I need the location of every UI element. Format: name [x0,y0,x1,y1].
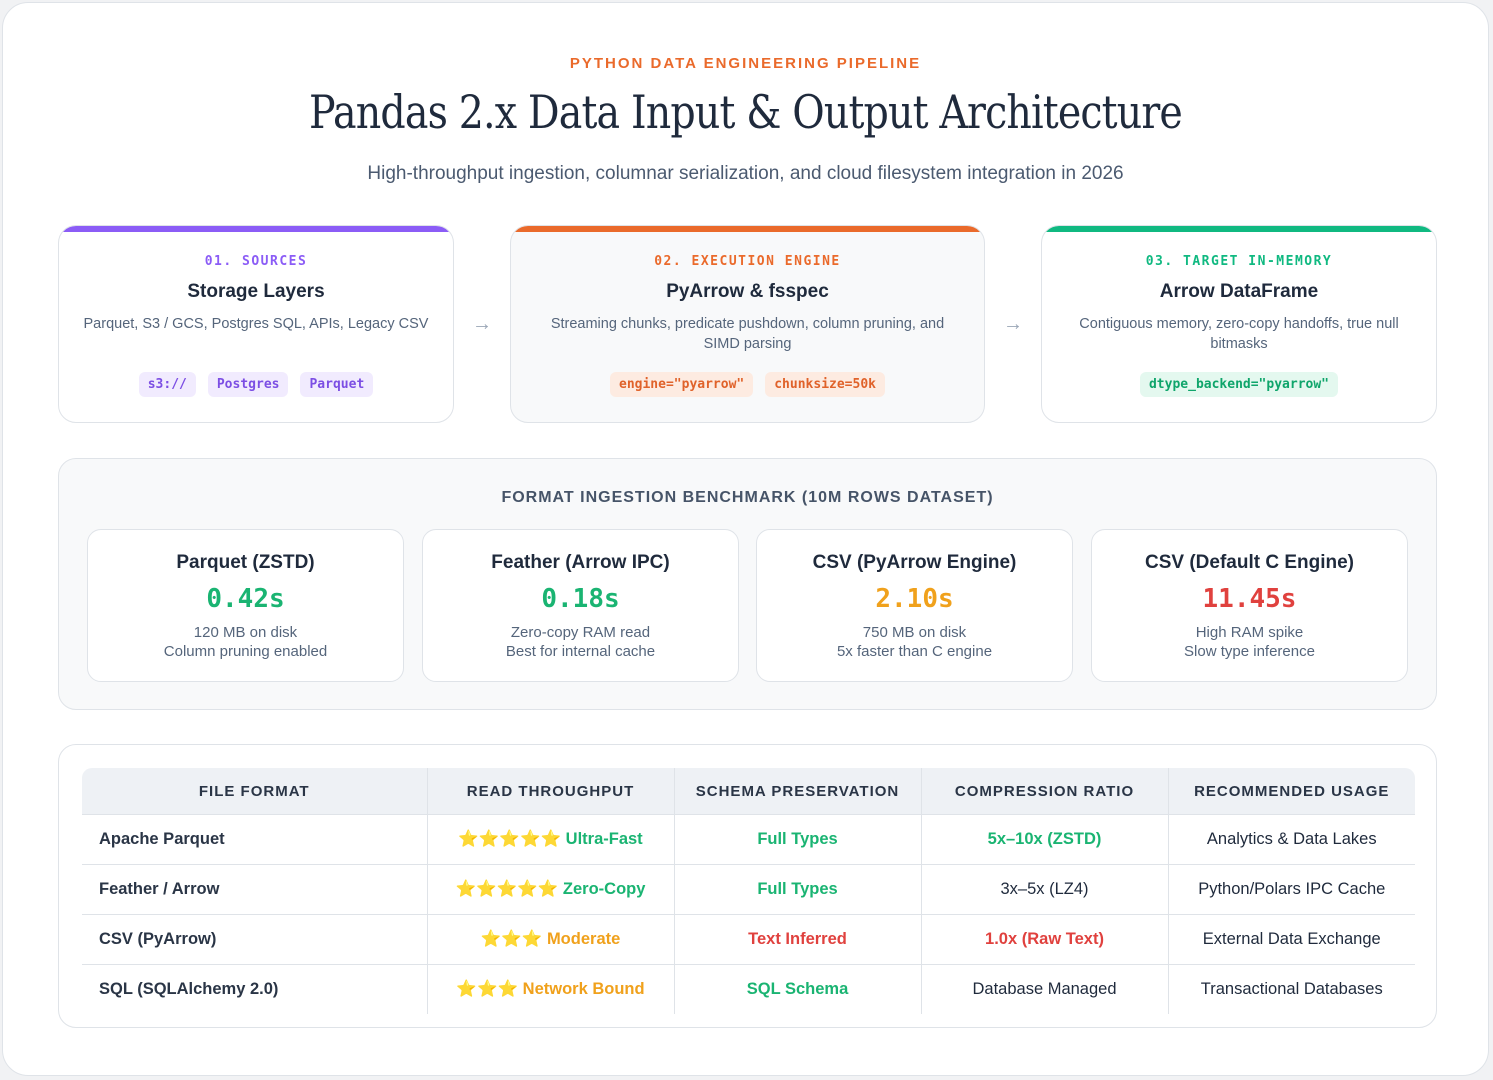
benchmark-note: 120 MB on disk [193,624,298,641]
stage-title: PyArrow & fsspec [666,281,829,302]
chip-postgres: Postgres [207,372,289,397]
star-rating-icon: ⭐⭐⭐⭐⭐ [455,880,559,898]
compression-cell: 5x–10x (ZSTD) [921,814,1169,865]
benchmark-panel: FORMAT INGESTION BENCHMARK (10M ROWS DAT… [58,458,1437,710]
page-subtitle: High-throughput ingestion, columnar seri… [367,163,1124,184]
benchmark-card-csv-c-engine: CSV (Default C Engine) 11.45s High RAM s… [1091,529,1408,682]
eyebrow-label: PYTHON DATA ENGINEERING PIPELINE [569,55,922,72]
chip-engine: engine="pyarrow" [610,372,754,397]
table-row: Feather / Arrow ⭐⭐⭐⭐⭐ Zero-Copy Full Typ… [82,864,1415,915]
column-header: RECOMMENDED USAGE [1168,768,1415,815]
benchmark-format-name: Feather (Arrow IPC) [491,552,670,573]
benchmark-card-feather: Feather (Arrow IPC) 0.18s Zero-copy RAM … [422,529,739,682]
flow-arrow-icon: → [1003,313,1023,335]
throughput-label: Ultra-Fast [565,830,643,848]
stage-chips: dtype_backend="pyarrow" [1042,372,1436,397]
stage-step-label: 03. TARGET IN-MEMORY [1145,254,1333,269]
benchmark-time-value: 0.42s [206,584,285,614]
benchmark-note: Slow type inference [1184,643,1315,660]
schema-cell: Full Types [674,864,922,915]
format-cell: SQL (SQLAlchemy 2.0) [82,964,428,1014]
schema-cell: Text Inferred [674,914,922,965]
benchmark-format-name: Parquet (ZSTD) [176,552,315,573]
stage-title: Storage Layers [187,281,325,302]
stage-description: Streaming chunks, predicate pushdown, co… [550,316,945,352]
chip-s3: s3:// [138,372,196,397]
chip-chunksize: chunksize=50k [765,372,885,397]
benchmark-format-name: CSV (PyArrow Engine) [812,552,1017,573]
stage-step-label: 02. EXECUTION ENGINE [654,254,841,269]
table-row: CSV (PyArrow) ⭐⭐⭐ Moderate Text Inferred… [82,914,1415,965]
benchmark-time-value: 11.45s [1202,584,1297,614]
throughput-label: Zero-Copy [562,880,646,898]
benchmark-note: 750 MB on disk [862,624,967,641]
page-title: Pandas 2.x Data Input & Output Architect… [309,85,1183,139]
schema-cell: Full Types [674,814,922,865]
throughput-label: Moderate [546,930,621,948]
benchmark-format-name: CSV (Default C Engine) [1144,552,1354,573]
throughput-cell: ⭐⭐⭐ Network Bound [427,964,675,1014]
column-header: FILE FORMAT [82,768,428,815]
chip-parquet: Parquet [300,372,374,397]
comparison-table: FILE FORMAT READ THROUGHPUT SCHEMA PRESE… [82,768,1415,1014]
compression-cell: 1.0x (Raw Text) [921,914,1169,965]
flow-arrow-icon: → [472,313,492,335]
stage-accent-bar [511,226,984,232]
throughput-cell: ⭐⭐⭐⭐⭐ Zero-Copy [427,864,675,915]
benchmark-time-value: 2.10s [875,584,954,614]
stage-description: Contiguous memory, zero-copy handoffs, t… [1079,316,1399,352]
format-cell: CSV (PyArrow) [82,914,428,965]
stage-accent-bar [59,226,453,232]
usage-cell: Analytics & Data Lakes [1168,814,1415,865]
comparison-table-card: FILE FORMAT READ THROUGHPUT SCHEMA PRESE… [58,744,1437,1028]
throughput-cell: ⭐⭐⭐⭐⭐ Ultra-Fast [427,814,675,865]
benchmark-note: Best for internal cache [505,643,656,660]
table-header-row: FILE FORMAT READ THROUGHPUT SCHEMA PRESE… [82,768,1415,815]
benchmark-note: 5x faster than C engine [836,643,993,660]
compression-cell: 3x–5x (LZ4) [921,864,1169,915]
chip-dtype-backend: dtype_backend="pyarrow" [1139,372,1338,397]
format-cell: Apache Parquet [82,814,428,865]
star-rating-icon: ⭐⭐⭐ [480,930,543,948]
benchmark-card-parquet: Parquet (ZSTD) 0.42s 120 MB on disk Colu… [87,529,404,682]
benchmark-time-value: 0.18s [541,584,620,614]
benchmark-note: High RAM spike [1195,624,1304,641]
stage-sources: 01. SOURCES Storage Layers Parquet, S3 /… [58,225,454,423]
column-header: READ THROUGHPUT [427,768,675,815]
star-rating-icon: ⭐⭐⭐ [456,980,519,998]
stage-step-label: 01. SOURCES [204,254,308,269]
star-rating-icon: ⭐⭐⭐⭐⭐ [458,830,562,848]
stage-chips: s3:// Postgres Parquet [59,372,453,397]
stage-target: 03. TARGET IN-MEMORY Arrow DataFrame Con… [1041,225,1437,423]
table-row: SQL (SQLAlchemy 2.0) ⭐⭐⭐ Network Bound S… [82,964,1415,1014]
stage-chips: engine="pyarrow" chunksize=50k [511,372,984,397]
throughput-cell: ⭐⭐⭐ Moderate [427,914,675,965]
table-row: Apache Parquet ⭐⭐⭐⭐⭐ Ultra-Fast Full Typ… [82,814,1415,865]
usage-cell: Transactional Databases [1200,980,1383,998]
usage-cell: Python/Polars IPC Cache [1168,864,1415,915]
format-cell: Feather / Arrow [82,864,428,915]
usage-cell: External Data Exchange [1168,914,1415,965]
stage-accent-bar [1042,226,1436,232]
schema-cell: SQL Schema [674,964,922,1014]
stage-title: Arrow DataFrame [1159,281,1319,302]
compression-cell: Database Managed [921,964,1169,1014]
benchmark-note: Column pruning enabled [163,643,328,660]
throughput-label: Network Bound [522,980,645,998]
column-header: COMPRESSION RATIO [921,768,1169,815]
stage-execution-engine: 02. EXECUTION ENGINE PyArrow & fsspec St… [510,225,985,423]
benchmark-title: FORMAT INGESTION BENCHMARK (10M ROWS DAT… [501,489,994,506]
column-header: SCHEMA PRESERVATION [674,768,922,815]
benchmark-card-csv-pyarrow: CSV (PyArrow Engine) 2.10s 750 MB on dis… [756,529,1073,682]
benchmark-note: Zero-copy RAM read [510,624,651,641]
stage-description: Parquet, S3 / GCS, Postgres SQL, APIs, L… [83,316,429,332]
